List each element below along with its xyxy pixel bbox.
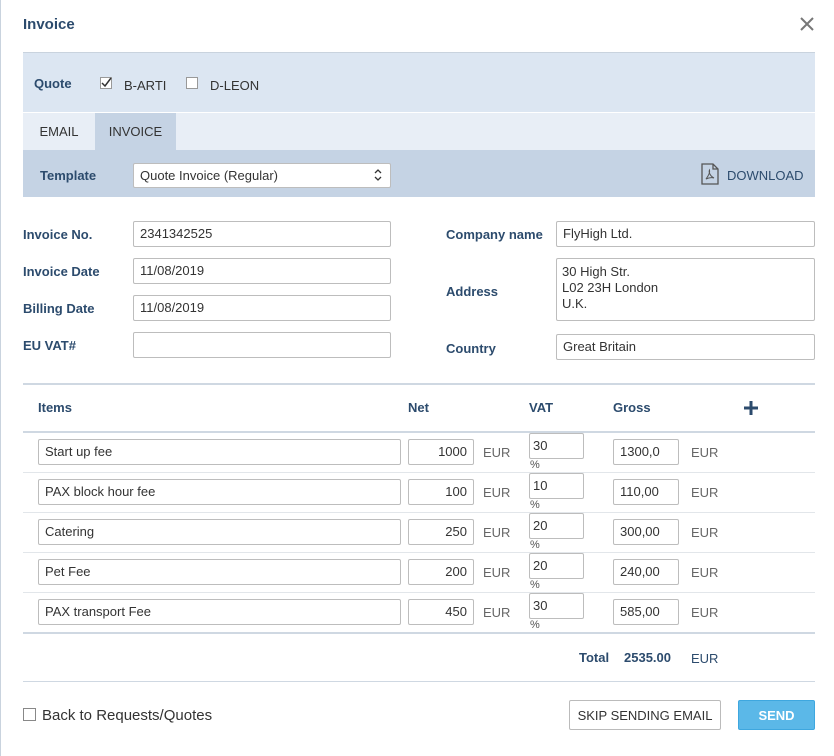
row-rule: [23, 472, 815, 473]
column-header: VAT: [529, 400, 554, 415]
quote-label: Quote: [34, 76, 72, 91]
footer-divider: [23, 681, 815, 682]
vat-input[interactable]: 20: [529, 513, 584, 539]
download-button[interactable]: DOWNLOAD: [727, 168, 804, 183]
net-input[interactable]: 250: [408, 519, 474, 545]
template-label: Template: [40, 168, 97, 183]
vat-unit: %: [530, 579, 540, 591]
dialog-title: Invoice: [23, 16, 75, 33]
vat-input[interactable]: 10: [529, 473, 584, 499]
add-item-button[interactable]: [743, 400, 759, 416]
header-divider: [23, 52, 815, 53]
table-bottom: [23, 632, 815, 634]
field-label: Company name: [446, 227, 543, 242]
checkbox-label[interactable]: B-ARTI: [124, 78, 167, 93]
back-link[interactable]: Back to Requests/Quotes: [42, 707, 213, 724]
vat-unit: %: [530, 459, 540, 471]
header-rule: [23, 431, 815, 433]
text-input[interactable]: [133, 332, 391, 358]
field-label: Address: [446, 284, 499, 299]
checkbox[interactable]: [100, 77, 112, 89]
item-name-input[interactable]: Start up fee: [38, 439, 401, 465]
total-label: Total: [579, 650, 610, 665]
gross-input[interactable]: 240,00: [613, 559, 679, 585]
item-name-input[interactable]: Catering: [38, 519, 401, 545]
vat-unit: %: [530, 619, 540, 631]
checkbox-label[interactable]: D-LEON: [210, 78, 260, 93]
template-select[interactable]: Quote Invoice (Regular): [133, 163, 391, 188]
currency: EUR: [691, 651, 719, 666]
check-mark: [101, 77, 112, 88]
vat-input[interactable]: 30: [529, 593, 584, 619]
tab[interactable]: EMAIL: [39, 124, 79, 139]
currency: EUR: [691, 485, 719, 500]
vat-input[interactable]: 30: [529, 433, 584, 459]
gross-input[interactable]: 110,00: [613, 479, 679, 505]
gross-input[interactable]: 1300,0: [613, 439, 679, 465]
currency: EUR: [483, 565, 511, 580]
currency: EUR: [691, 565, 719, 580]
vat-unit: %: [530, 499, 540, 511]
quote-band: [23, 53, 815, 112]
net-input[interactable]: 1000: [408, 439, 474, 465]
select-arrows: [374, 169, 382, 181]
currency: EUR: [691, 445, 719, 460]
row-rule: [23, 592, 815, 593]
address-line: L02 23H London: [562, 280, 659, 295]
skip-button[interactable]: SKIP SENDING EMAIL: [569, 700, 721, 730]
total-value: 2535.00: [624, 650, 671, 665]
item-name-input[interactable]: PAX transport Fee: [38, 599, 401, 625]
row-rule: [23, 512, 815, 513]
pdf-icon: [701, 163, 719, 185]
row-rule: [23, 552, 815, 553]
tab[interactable]: INVOICE: [95, 113, 176, 150]
vat-unit: %: [530, 539, 540, 551]
field-label: Invoice No.: [23, 227, 93, 242]
currency: EUR: [691, 525, 719, 540]
text-input[interactable]: 11/08/2019: [133, 258, 391, 284]
currency: EUR: [483, 525, 511, 540]
checkbox[interactable]: [186, 77, 198, 89]
column-header: Gross: [613, 400, 651, 415]
dialog-border: [0, 0, 1, 756]
column-header: Items: [38, 400, 72, 415]
item-name-input[interactable]: PAX block hour fee: [38, 479, 401, 505]
item-name-input[interactable]: Pet Fee: [38, 559, 401, 585]
currency: EUR: [483, 445, 511, 460]
net-input[interactable]: 100: [408, 479, 474, 505]
textarea[interactable]: [556, 258, 815, 321]
currency: EUR: [483, 485, 511, 500]
currency: EUR: [483, 605, 511, 620]
send-button[interactable]: SEND: [738, 700, 815, 730]
text-input[interactable]: Great Britain: [556, 334, 815, 360]
field-label: Billing Date: [23, 301, 95, 316]
gross-input[interactable]: 300,00: [613, 519, 679, 545]
gross-input[interactable]: 585,00: [613, 599, 679, 625]
table-divider: [23, 383, 815, 385]
column-header: Net: [408, 400, 429, 415]
close-button[interactable]: [800, 17, 814, 31]
vat-input[interactable]: 20: [529, 553, 584, 579]
field-label: EU VAT#: [23, 338, 76, 353]
currency: EUR: [691, 605, 719, 620]
net-input[interactable]: 450: [408, 599, 474, 625]
address-line: 30 High Str.: [562, 264, 630, 279]
text-input[interactable]: 11/08/2019: [133, 295, 391, 321]
net-input[interactable]: 200: [408, 559, 474, 585]
field-label: Invoice Date: [23, 264, 100, 279]
checkbox[interactable]: [23, 708, 36, 721]
text-input[interactable]: 2341342525: [133, 221, 391, 247]
field-label: Country: [446, 341, 496, 356]
address-line: U.K.: [562, 296, 588, 311]
text-input[interactable]: FlyHigh Ltd.: [556, 221, 815, 247]
